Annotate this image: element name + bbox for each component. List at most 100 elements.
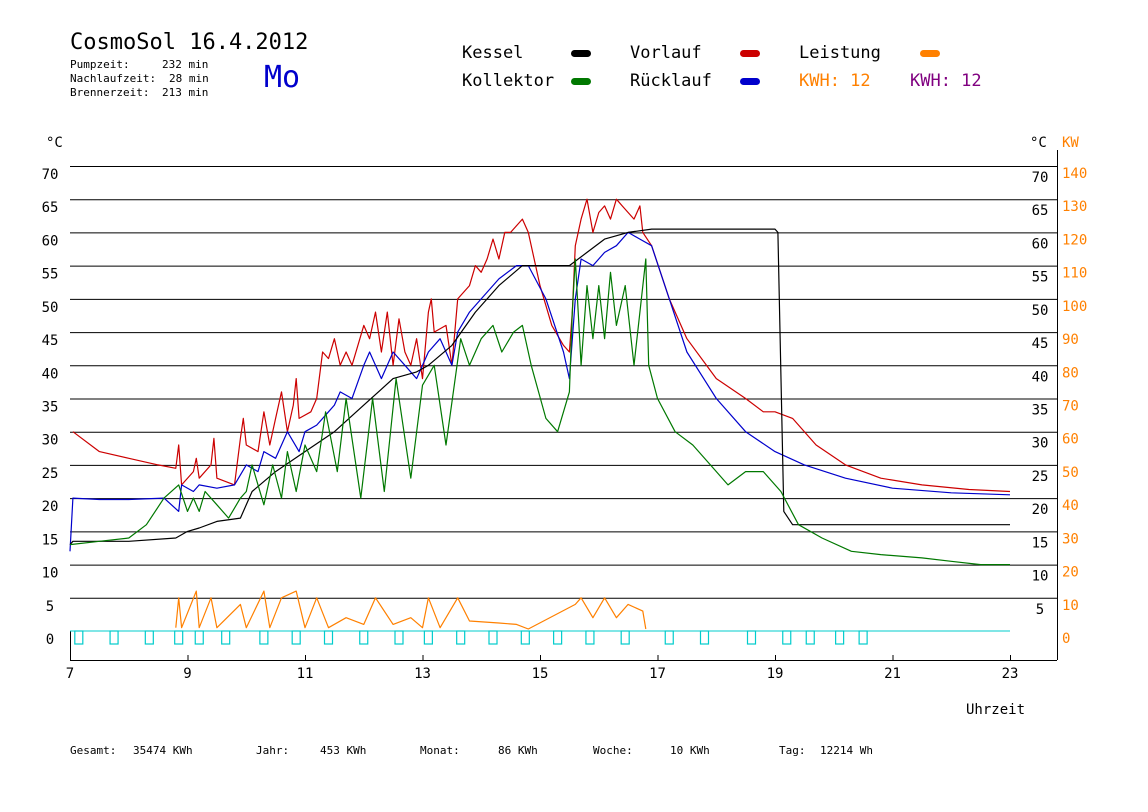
y-right-temp-tick-label: 50 xyxy=(1032,303,1049,319)
footer-jahr-label: Jahr: xyxy=(256,744,290,757)
y-right-kw-tick-label: 90 xyxy=(1062,332,1079,348)
footer-woche-value: 10 KWh xyxy=(670,744,710,757)
y-right-kw-tick-label: 140 xyxy=(1062,166,1087,182)
y-left-tick-label: 70 xyxy=(42,167,59,183)
y-right-temp-tick-label: 70 xyxy=(1032,170,1049,186)
right-unit-temp-label: °C xyxy=(1030,135,1047,151)
y-right-temp-tick-label: 55 xyxy=(1032,270,1049,286)
pump-marker xyxy=(174,630,184,645)
footer-tag-value: 12214 Wh xyxy=(820,744,873,757)
x-tick-label: 17 xyxy=(649,666,666,682)
y-right-temp-tick-label: 65 xyxy=(1032,203,1049,219)
pump-marker xyxy=(488,630,498,645)
pump-markers xyxy=(70,630,1010,645)
pump-marker xyxy=(259,630,269,645)
pump-marker xyxy=(74,630,84,645)
legend-leistung-label: Leistung xyxy=(799,43,881,63)
series-line-rcklauf xyxy=(69,231,1011,552)
y-right-kw-tick-label: 70 xyxy=(1062,399,1079,415)
pump-marker xyxy=(291,630,301,645)
y-left-tick-label: 30 xyxy=(42,433,59,449)
pump-marker xyxy=(109,630,119,645)
x-tick-label: 15 xyxy=(532,666,549,682)
pump-marker xyxy=(664,630,674,645)
weekday-label: Mo xyxy=(264,60,301,95)
footer-gesamt-value: 35474 KWh xyxy=(133,744,193,757)
y-left-tick-label: 50 xyxy=(42,300,59,316)
y-left-tick-label: 15 xyxy=(42,532,59,548)
y-right-kw-tick-label: 100 xyxy=(1062,299,1087,315)
legend-leistung-swatch xyxy=(920,50,940,57)
legend-ruecklauf-swatch xyxy=(740,78,760,85)
chart-tick-labels: 7 9 11 13 15 17 19 21 23051015202530354045505560… xyxy=(42,166,1088,682)
y-left-tick-label: 55 xyxy=(42,267,59,283)
x-tick-label: 9 xyxy=(183,666,191,682)
y-right-kw-tick-label: 40 xyxy=(1062,498,1079,514)
pump-marker xyxy=(194,630,204,645)
pump-marker xyxy=(323,630,334,645)
stat-value-pumpzeit: 232 min xyxy=(162,58,209,71)
x-tick-label: 23 xyxy=(1002,666,1019,682)
page-title: CosmoSol 16.4.2012 xyxy=(70,30,309,55)
y-left-tick-label: 5 xyxy=(46,599,54,615)
pump-marker xyxy=(699,630,710,645)
y-right-temp-tick-label: 45 xyxy=(1032,336,1049,352)
y-right-kw-tick-label: 60 xyxy=(1062,432,1079,448)
pump-marker xyxy=(520,630,530,645)
y-left-tick-label: 10 xyxy=(42,566,59,582)
stat-label-brennerzeit: Brennerzeit: xyxy=(70,86,150,99)
y-left-tick-label: 0 xyxy=(46,632,54,648)
footer-monat-value: 86 KWh xyxy=(498,744,538,757)
y-right-kw-tick-label: 110 xyxy=(1062,266,1087,282)
x-axis-title: Uhrzeit xyxy=(966,702,1026,718)
pump-marker xyxy=(144,630,154,645)
legend-kessel-swatch xyxy=(571,50,591,57)
pump-marker xyxy=(585,630,595,645)
pump-marker xyxy=(746,630,757,645)
y-left-tick-label: 25 xyxy=(42,466,59,482)
legend-kollektor-label: Kollektor xyxy=(462,71,555,91)
series-line-kollektor xyxy=(69,258,1010,566)
stat-label-nachlaufzeit: Nachlaufzeit: xyxy=(70,72,157,85)
footer-woche-label: Woche: xyxy=(593,744,633,757)
stat-label-pumpzeit: Pumpzeit: xyxy=(70,58,130,71)
y-right-temp-tick-label: 20 xyxy=(1032,502,1049,518)
y-left-tick-label: 45 xyxy=(42,333,59,349)
pump-marker xyxy=(394,630,404,645)
series-line-leistung xyxy=(175,590,647,630)
series-line-vorlauf xyxy=(72,198,1011,493)
stat-value-nachlaufzeit: 28 min xyxy=(169,72,209,85)
x-tick-label: 7 xyxy=(66,666,74,682)
y-right-temp-tick-label: 25 xyxy=(1032,469,1049,485)
y-left-tick-label: 60 xyxy=(42,233,59,249)
legend-kessel-label: Kessel xyxy=(462,43,524,63)
chart-axes xyxy=(70,150,1058,661)
pump-marker xyxy=(423,630,433,645)
y-right-temp-tick-label: 60 xyxy=(1032,236,1049,252)
y-right-kw-tick-label: 80 xyxy=(1062,365,1079,381)
y-right-temp-tick-label: 15 xyxy=(1032,535,1049,551)
legend-vorlauf-label: Vorlauf xyxy=(630,43,702,63)
y-right-temp-tick-label: 30 xyxy=(1032,436,1049,452)
chart-series xyxy=(69,198,1011,630)
footer-monat-label: Monat: xyxy=(420,744,460,757)
pump-marker xyxy=(858,630,868,645)
pump-marker xyxy=(835,630,845,645)
pump-marker xyxy=(221,630,231,645)
stat-value-brennerzeit: 213 min xyxy=(162,86,209,99)
y-left-tick-label: 20 xyxy=(42,499,59,515)
y-right-kw-tick-label: 10 xyxy=(1062,598,1079,614)
y-right-kw-tick-label: 50 xyxy=(1062,465,1079,481)
legend-kollektor-swatch xyxy=(571,78,591,85)
x-tick-label: 11 xyxy=(297,666,314,682)
y-right-kw-tick-label: 0 xyxy=(1062,631,1070,647)
right-unit-power-label: KW xyxy=(1062,135,1079,151)
footer-tag-label: Tag: xyxy=(779,744,806,757)
y-right-temp-tick-label: 35 xyxy=(1032,403,1049,419)
chart-grid xyxy=(70,166,1057,599)
x-tick-label: 13 xyxy=(414,666,431,682)
series-line-kessel xyxy=(69,228,1010,545)
y-right-kw-tick-label: 20 xyxy=(1062,565,1079,581)
y-left-tick-label: 65 xyxy=(42,200,59,216)
